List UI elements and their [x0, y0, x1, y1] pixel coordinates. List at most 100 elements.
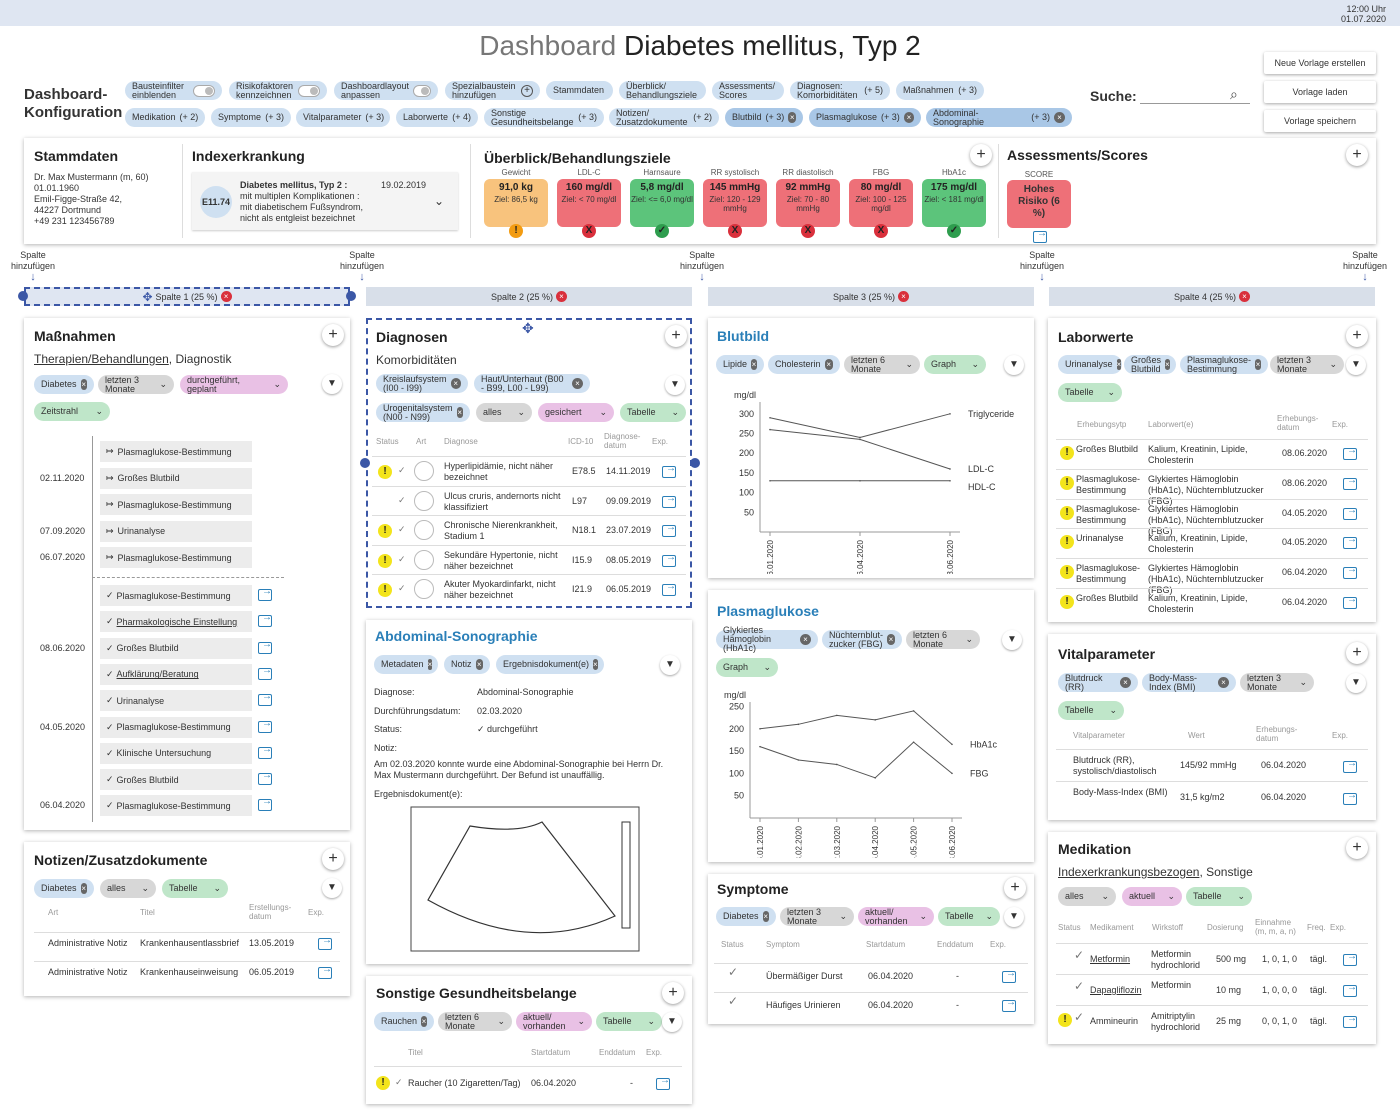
config-chip[interactable]: Risikofaktoren kennzeichnen	[229, 81, 327, 100]
vital-box[interactable]: 145 mmHg Ziel: 120 - 129 mmHg	[703, 179, 767, 227]
export-icon[interactable]	[662, 493, 676, 508]
config-chip[interactable]: Spezialbaustein hinzufügen +	[445, 81, 540, 100]
timeline-item[interactable]: ✓ Großes Blutbild	[100, 637, 252, 659]
export-icon[interactable]	[1343, 982, 1357, 997]
close-icon[interactable]: ×	[800, 634, 811, 645]
vital-box[interactable]: 91,0 kg Ziel: 86,5 kg	[484, 179, 548, 227]
export-icon[interactable]	[662, 522, 676, 537]
filter-chip[interactable]: Kreislaufsystem (I00 - I99) ×	[376, 374, 468, 393]
filter-chip[interactable]: aktuell ⌄	[1122, 887, 1182, 906]
filter-chip[interactable]: letzten 6 Monate ⌄	[906, 630, 980, 649]
filter-chip[interactable]: aktuell/ vorhanden ⌄	[516, 1012, 592, 1031]
search-icon[interactable]: ⌕	[1230, 86, 1238, 102]
toggle-switch[interactable]	[298, 84, 320, 97]
timeline-item[interactable]: ✓ Aufklärung/Beratung	[100, 663, 252, 685]
add-column-button[interactable]: Spalte hinzufügen ↓	[677, 250, 727, 283]
filter-chip[interactable]: durchgeführt, geplant ⌄	[180, 375, 288, 394]
export-icon[interactable]	[1002, 968, 1016, 983]
config-chip[interactable]: Abdominal-Sonographie (+ 3) ×	[926, 108, 1072, 127]
timeline-item[interactable]: ↦ Plasmaglukose-Bestimmung	[100, 494, 252, 515]
filter-chip[interactable]: Diabetes ×	[716, 907, 776, 926]
filter-chip[interactable]: Diabetes ×	[34, 375, 94, 394]
config-chip[interactable]: Assessments/ Scores	[712, 81, 784, 100]
export-icon[interactable]	[1343, 594, 1357, 609]
vital-box[interactable]: 5,8 mg/dl Ziel: <= 6,0 mg/dl	[630, 179, 694, 227]
filter-chip[interactable]: letzten 3 Monate ⌄	[1240, 673, 1314, 692]
search-input[interactable]	[1140, 86, 1250, 104]
timeline-item[interactable]: ✓ Pharmakologische Einstellung	[100, 611, 252, 633]
filter-chip[interactable]: Tabelle ⌄	[596, 1012, 662, 1031]
timeline-item[interactable]: ✓ Großes Blutbild	[100, 769, 252, 791]
medikation-sub-b[interactable]: , Sonstige	[1199, 865, 1253, 879]
toggle-switch[interactable]	[193, 84, 215, 97]
filter-chip[interactable]: Glykiertes Hämoglobin (HbA1c) ×	[716, 626, 818, 653]
filter-chip[interactable]: letzten 6 Monate ⌄	[844, 355, 920, 374]
export-icon[interactable]	[318, 935, 332, 950]
filter-chip[interactable]: Notiz ×	[444, 655, 490, 674]
add-assess-button[interactable]: +	[1346, 144, 1368, 166]
add-medikation-button[interactable]: +	[1346, 837, 1368, 859]
vital-box[interactable]: 175 mg/dl Ziel: < 181 mg/dl	[922, 179, 986, 227]
export-icon[interactable]	[662, 581, 676, 596]
filter-chip[interactable]: letzten 3 Monate ⌄	[98, 375, 174, 394]
timeline-item[interactable]: ↦ Großes Blutbild	[100, 467, 252, 489]
filter-icon[interactable]: ▼	[1004, 355, 1024, 375]
filter-chip[interactable]: Zeitstrahl ⌄	[34, 402, 110, 421]
filter-chip[interactable]: Lipide ×	[716, 355, 764, 374]
massnahmen-sub-b[interactable]: , Diagnostik	[168, 352, 232, 366]
close-icon[interactable]: ×	[220, 291, 232, 302]
column-bar[interactable]: ✥ Spalte 1 (25 %) ×	[24, 287, 350, 306]
close-icon[interactable]: ×	[1255, 359, 1261, 370]
export-icon[interactable]	[258, 612, 272, 628]
config-chip[interactable]: Bausteinfilter einblenden	[125, 81, 222, 100]
filter-chip[interactable]: Rauchen ×	[374, 1012, 434, 1031]
massnahmen-sub-a[interactable]: Therapien/Behandlungen	[34, 352, 169, 366]
export-icon[interactable]	[1343, 505, 1357, 520]
export-icon[interactable]	[258, 744, 272, 759]
filter-icon[interactable]: ▼	[1346, 673, 1366, 693]
close-icon[interactable]: ×	[572, 378, 583, 389]
close-icon[interactable]: ×	[593, 659, 598, 670]
config-chip[interactable]: Stammdaten	[546, 81, 613, 100]
timeline-item[interactable]: ✓ Plasmaglukose-Bestimmung	[100, 795, 252, 817]
export-icon[interactable]	[258, 586, 272, 601]
add-column-button[interactable]: Spalte hinzufügen ↓	[1017, 250, 1067, 283]
export-icon[interactable]	[1343, 1013, 1357, 1028]
close-icon[interactable]: ×	[80, 379, 87, 390]
move-icon[interactable]: ✥	[522, 320, 534, 336]
close-icon[interactable]: ×	[788, 112, 796, 123]
filter-chip[interactable]: Tabelle ⌄	[1186, 887, 1252, 906]
timeline-item[interactable]: ✓ Klinische Untersuchung	[100, 742, 252, 764]
filter-chip[interactable]: alles ⌄	[476, 403, 532, 422]
close-icon[interactable]: ×	[1165, 359, 1170, 370]
index-card[interactable]	[192, 172, 458, 230]
close-icon[interactable]: ×	[450, 378, 461, 389]
filter-chip[interactable]: Tabelle ⌄	[620, 403, 686, 422]
add-column-button[interactable]: Spalte hinzufügen ↓	[337, 250, 387, 283]
filter-chip[interactable]: letzten 6 Monate ⌄	[438, 1012, 512, 1031]
filter-chip[interactable]: Urogenitalsystem (N00 - N99) ×	[376, 403, 470, 422]
filter-chip[interactable]: Body-Mass-Index (BMI) ×	[1142, 673, 1236, 692]
close-icon[interactable]: ×	[1120, 677, 1131, 688]
add-sonstige-button[interactable]: +	[662, 982, 684, 1004]
close-icon[interactable]: ×	[456, 407, 463, 418]
export-icon[interactable]	[258, 796, 272, 812]
close-icon[interactable]: ×	[1116, 359, 1122, 370]
filter-chip[interactable]: Nüchternblut-zucker (FBG) ×	[822, 630, 902, 649]
config-chip[interactable]: Notizen/ Zusatzdokumente (+ 2)	[609, 108, 719, 127]
filter-chip[interactable]: Plasmaglukose-Bestimmung ×	[1180, 355, 1268, 374]
chevron-down-icon[interactable]: ⌄	[434, 194, 445, 208]
export-icon[interactable]	[656, 1075, 670, 1090]
column-bar[interactable]: Spalte 4 (25 %) ×	[1049, 287, 1375, 306]
config-chip[interactable]: Vitalparameter (+ 3)	[296, 108, 390, 127]
add-symptome-button[interactable]: +	[1004, 877, 1026, 899]
filter-chip[interactable]: Graph ⌄	[924, 355, 986, 374]
filter-chip[interactable]: Tabelle ⌄	[938, 907, 1000, 926]
close-icon[interactable]: ×	[1239, 291, 1251, 302]
close-icon[interactable]: ×	[1054, 112, 1065, 123]
export-icon[interactable]	[1343, 475, 1357, 490]
filter-chip[interactable]: Tabelle ⌄	[1058, 701, 1124, 720]
export-icon[interactable]	[1343, 951, 1357, 966]
add-massnahmen-button[interactable]: +	[322, 324, 344, 346]
filter-icon[interactable]: ▼	[1346, 355, 1366, 375]
